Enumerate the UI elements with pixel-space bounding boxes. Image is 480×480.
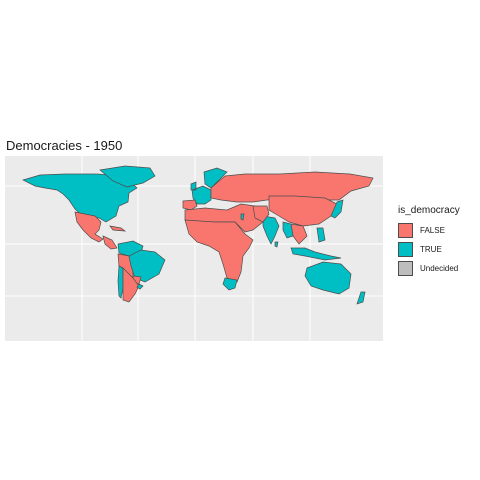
region-philippines bbox=[317, 228, 325, 242]
legend-label-undecided: Undecided bbox=[420, 264, 458, 273]
legend-label-true: TRUE bbox=[420, 245, 442, 254]
map-panel bbox=[5, 156, 383, 341]
legend-item-false: FALSE bbox=[398, 221, 460, 240]
region-china-and-mongolia bbox=[269, 196, 337, 226]
region-southeast-asia bbox=[291, 224, 307, 244]
region-south-africa bbox=[223, 278, 237, 290]
chart-title: Democracies - 1950 bbox=[6, 138, 122, 153]
region-india bbox=[263, 216, 279, 244]
legend-item-true: TRUE bbox=[398, 240, 460, 259]
region-new-zealand bbox=[357, 292, 365, 304]
legend: is_democracy FALSE TRUE Undecided bbox=[398, 205, 460, 278]
legend-key-undecided bbox=[398, 261, 413, 276]
world-map bbox=[5, 156, 383, 341]
region-indonesia bbox=[291, 248, 341, 260]
legend-key-false bbox=[398, 223, 413, 238]
legend-label-false: FALSE bbox=[420, 226, 445, 235]
legend-key-true bbox=[398, 242, 413, 257]
region-australia bbox=[305, 262, 351, 294]
legend-item-undecided: Undecided bbox=[398, 259, 460, 278]
region-chile bbox=[118, 266, 123, 298]
legend-title: is_democracy bbox=[398, 205, 460, 216]
region-sri-lanka bbox=[275, 242, 278, 247]
